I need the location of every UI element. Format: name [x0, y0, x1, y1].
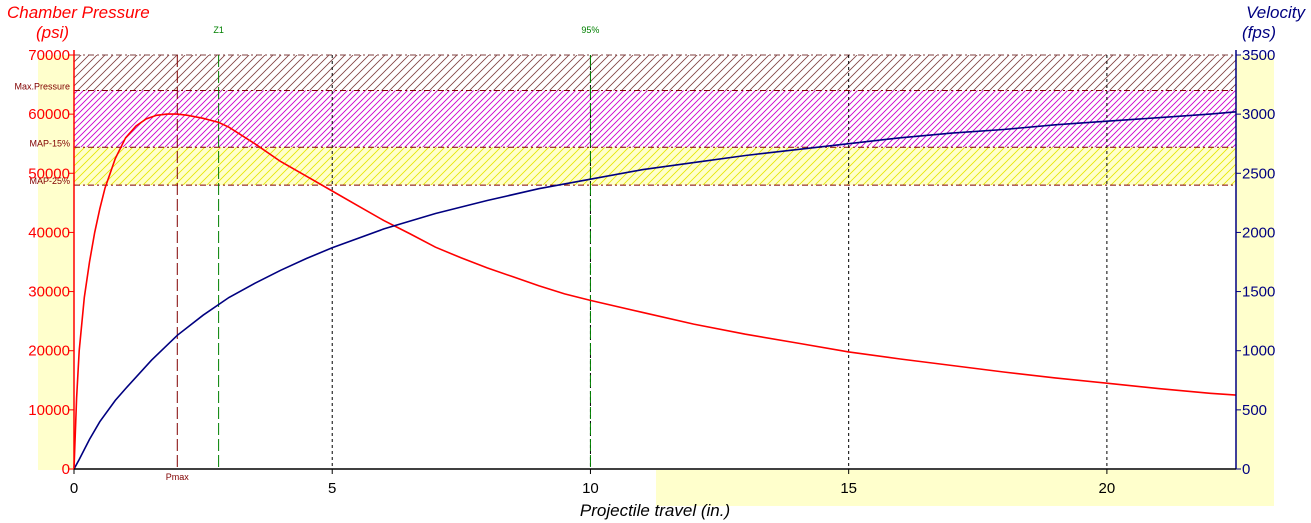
v-marker-label-2: 95%: [581, 25, 599, 35]
right-tick-label-7: 3500: [1242, 47, 1275, 64]
pressure-band-2: [74, 147, 1236, 186]
pressure-bands: Max.Pressure MAP-15% MAP-25%: [14, 54, 1236, 186]
vertical-markers: Pmax Z1 95%: [166, 25, 600, 482]
left-axis-backdrop: [38, 55, 74, 470]
left-axis-title-line1: Chamber Pressure: [7, 3, 150, 22]
left-tick-label-5: 50000: [28, 165, 70, 182]
left-tick-label-3: 30000: [28, 284, 70, 301]
right-axis-backdrop: [1236, 55, 1274, 470]
right-tick-label-1: 500: [1242, 402, 1267, 419]
x-tick-label-0: 0: [70, 480, 78, 497]
right-tick-label-2: 1000: [1242, 343, 1275, 360]
pressure-series-line: [73, 113, 1237, 470]
x-tick-label-3: 15: [840, 480, 857, 497]
v-marker-label-0: Pmax: [166, 472, 190, 482]
pressure-band-0: [74, 55, 1236, 91]
pressure-band-1: [74, 90, 1236, 148]
right-tick-label-0: 0: [1242, 461, 1250, 478]
velocity-series-line: [73, 111, 1237, 470]
x-tick-label-1: 5: [328, 480, 336, 497]
right-tick-label-4: 2000: [1242, 224, 1275, 241]
x-tick-label-4: 20: [1099, 480, 1116, 497]
left-tick-label-7: 70000: [28, 47, 70, 64]
x-axis-title: Projectile travel (in.): [580, 501, 730, 520]
left-tick-label-6: 60000: [28, 106, 70, 123]
series: [73, 111, 1237, 470]
tick-labels: 0100002000030000400005000060000700000500…: [28, 47, 1275, 497]
axes: [69, 50, 1241, 474]
right-tick-label-6: 3000: [1242, 106, 1275, 123]
right-tick-label-3: 1500: [1242, 284, 1275, 301]
h-marker-label-1: MAP-15%: [29, 138, 70, 148]
x-tick-label-2: 10: [582, 480, 599, 497]
left-tick-label-4: 40000: [28, 224, 70, 241]
v-marker-label-1: Z1: [213, 25, 224, 35]
bottom-axis-backdrop: [656, 470, 1274, 506]
left-tick-label-2: 20000: [28, 343, 70, 360]
left-tick-label-1: 10000: [28, 402, 70, 419]
left-tick-label-0: 0: [62, 461, 70, 478]
right-axis-title-line2: (fps): [1242, 23, 1276, 42]
h-marker-label-0: Max.Pressure: [14, 81, 70, 91]
left-axis-title-line2: (psi): [36, 23, 69, 42]
h-marker-label-2: MAP-25%: [29, 176, 70, 186]
right-axis-title-line1: Velocity: [1246, 3, 1306, 22]
right-tick-label-5: 2500: [1242, 165, 1275, 182]
